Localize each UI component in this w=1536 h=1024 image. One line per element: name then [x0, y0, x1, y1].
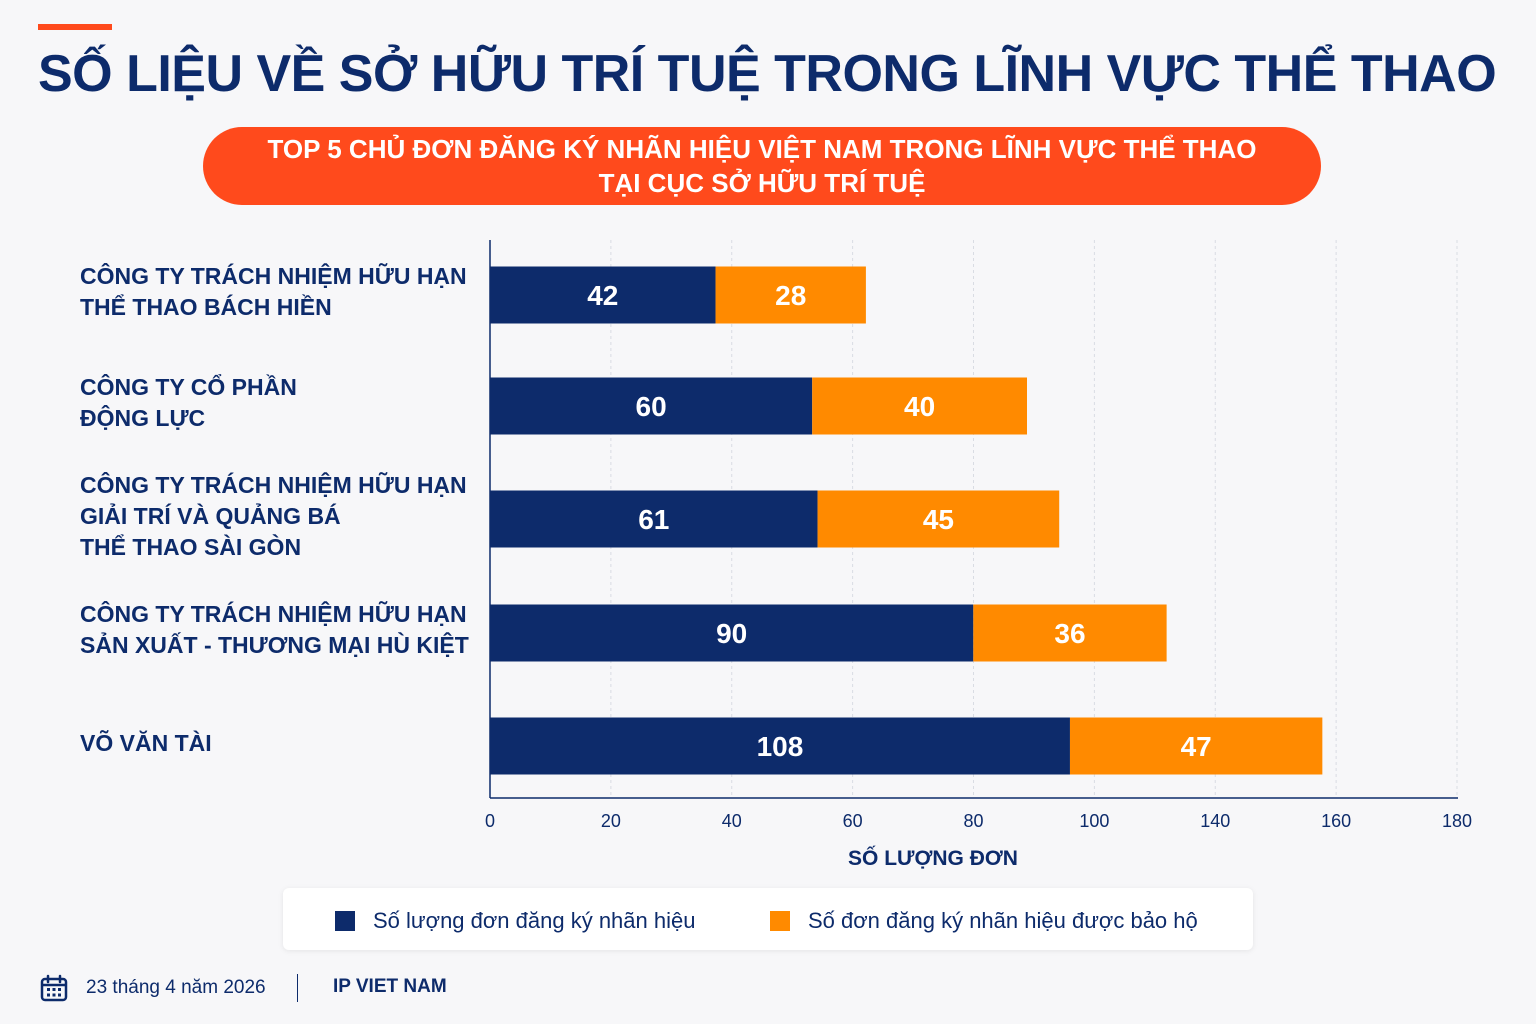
bar-value-label: 47 [1181, 731, 1212, 762]
category-label-line: CÔNG TY CỔ PHẦN [80, 374, 297, 400]
subtitle-banner: TOP 5 CHỦ ĐƠN ĐĂNG KÝ NHÃN HIỆU VIỆT NAM… [203, 127, 1321, 205]
category-label-line: VÕ VĂN TÀI [80, 729, 212, 756]
category-label-line: ĐỘNG LỰC [80, 405, 206, 431]
footer-divider [297, 974, 298, 1002]
title-accent-line [38, 24, 112, 30]
category-label: CÔNG TY TRÁCH NHIỆM HỮU HẠN GIẢI TRÍ VÀ Q… [80, 470, 480, 563]
bar-value-label: 108 [757, 731, 804, 762]
x-axis-title: SỐ LƯỢNG ĐƠN [848, 846, 1018, 870]
bar-value-label: 45 [923, 504, 954, 535]
x-tick-label: 160 [1321, 811, 1351, 831]
legend-label-registered: Số lượng đơn đăng ký nhãn hiệu [373, 908, 696, 933]
bar-value-label: 28 [775, 280, 806, 311]
bar-value-label: 90 [716, 618, 747, 649]
category-label: CÔNG TY TRÁCH NHIỆM HỮU HẠN THỂ THAO BÁCH… [80, 261, 480, 323]
page-title: SỐ LIỆU VỀ SỞ HỮU TRÍ TUỆ TRONG LĨNH VỰC… [38, 45, 1497, 103]
category-label-line: THỂ THAO SÀI GÒN [80, 533, 302, 560]
footer-org: IP VIET NAM [333, 976, 447, 997]
category-label: CÔNG TY TRÁCH NHIỆM HỮU HẠN SẢN XUẤT - TH… [80, 599, 480, 661]
banner-line-1: TOP 5 CHỦ ĐƠN ĐĂNG KÝ NHÃN HIỆU VIỆT NAM… [267, 134, 1257, 164]
footer-date: 23 tháng 4 năm 2026 [40, 972, 266, 1004]
legend-item-protected: Số đơn đăng ký nhãn hiệu được bảo hộ [770, 908, 1198, 934]
bar-protected [812, 377, 1027, 435]
bar-registered [490, 377, 813, 435]
legend-swatch-navy [335, 911, 355, 931]
legend-item-registered: Số lượng đơn đăng ký nhãn hiệu [335, 908, 695, 934]
bar-protected [817, 490, 1060, 548]
bar-value-label: 40 [904, 391, 935, 422]
banner-line-2: TẠI CỤC SỞ HỮU TRÍ TUỆ [598, 168, 926, 198]
category-label-line: CÔNG TY TRÁCH NHIỆM HỮU HẠN [80, 263, 467, 289]
x-tick-label: 20 [601, 811, 621, 831]
legend-label-protected: Số đơn đăng ký nhãn hiệu được bảo hộ [808, 908, 1198, 933]
category-label-line: CÔNG TY TRÁCH NHIỆM HỮU HẠN [80, 601, 467, 627]
x-tick-label: 0 [485, 811, 495, 831]
category-label: VÕ VĂN TÀI [80, 728, 480, 759]
x-tick-label: 180 [1442, 811, 1472, 831]
bar-registered [490, 604, 974, 662]
x-tick-label: 60 [843, 811, 863, 831]
x-tick-label: 140 [1200, 811, 1230, 831]
calendar-icon [40, 974, 68, 1002]
bar-protected [1069, 717, 1323, 775]
bar-registered [490, 266, 716, 324]
footer-date-text: 23 tháng 4 năm 2026 [86, 977, 266, 998]
bar-value-label: 36 [1054, 618, 1085, 649]
bar-registered [490, 490, 818, 548]
category-label-line: SẢN XUẤT - THƯƠNG MẠI HÙ KIỆT [80, 632, 469, 658]
bar-value-label: 60 [636, 391, 667, 422]
category-label-line: CÔNG TY TRÁCH NHIỆM HỮU HẠN [80, 471, 467, 498]
x-tick-label: 100 [1079, 811, 1109, 831]
bar-registered [490, 717, 1070, 775]
category-label-line: GIẢI TRÍ VÀ QUẢNG BÁ [80, 502, 341, 529]
x-tick-label: 40 [722, 811, 742, 831]
category-label: CÔNG TY CỔ PHẦN ĐỘNG LỰC [80, 372, 480, 434]
bar-protected [973, 604, 1167, 662]
bar-value-label: 61 [638, 504, 669, 535]
chart-legend: Số lượng đơn đăng ký nhãn hiệu Số đơn đă… [283, 888, 1253, 950]
bar-protected [715, 266, 866, 324]
category-label-line: THỂ THAO BÁCH HIỀN [80, 294, 332, 320]
x-tick-label: 80 [963, 811, 983, 831]
legend-swatch-orange [770, 911, 790, 931]
bar-value-label: 42 [587, 280, 618, 311]
